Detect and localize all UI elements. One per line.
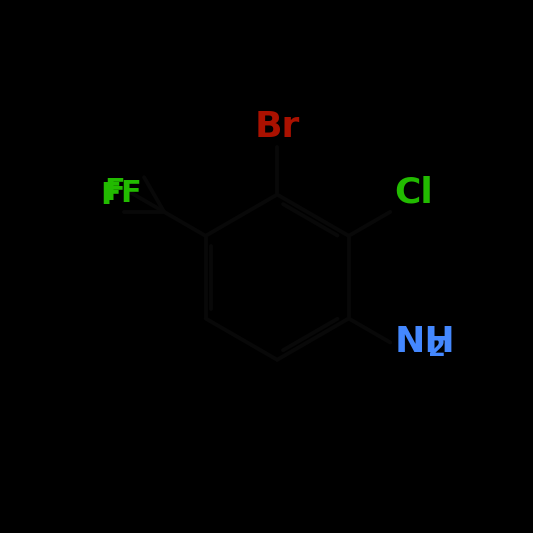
Text: Br: Br [254,110,300,144]
Text: F: F [104,177,125,206]
Text: F: F [120,179,141,208]
Text: Cl: Cl [394,175,433,209]
Text: 2: 2 [427,336,446,362]
Text: F: F [101,181,122,210]
Text: NH: NH [394,326,455,359]
